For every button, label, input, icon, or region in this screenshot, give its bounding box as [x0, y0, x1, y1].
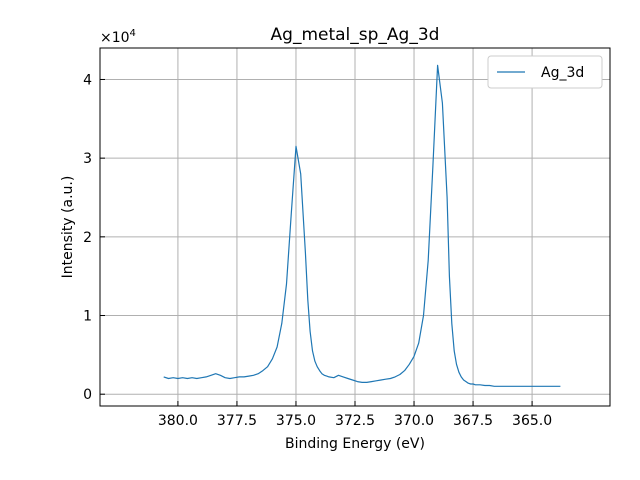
x-tick-label: 365.0 — [512, 413, 552, 429]
y-tick-label: 3 — [83, 151, 92, 167]
legend-label: Ag_3d — [541, 65, 584, 81]
y-tick-label: 0 — [83, 387, 92, 403]
x-axis-label: Binding Energy (eV) — [285, 436, 425, 452]
y-tick-label: 4 — [83, 72, 92, 88]
y-multiplier-base: ×10 — [100, 30, 130, 46]
x-tick-label: 377.5 — [217, 413, 257, 429]
y-axis-label: Intensity (a.u.) — [60, 176, 76, 279]
x-tick-label: 372.5 — [335, 413, 375, 429]
x-tick-labels: 380.0 377.5 375.0 372.5 370.0 367.5 365.0 — [158, 413, 552, 429]
grid — [100, 48, 610, 406]
x-tick-label: 375.0 — [276, 413, 316, 429]
legend: Ag_3d — [487, 55, 603, 89]
series-line-ag-3d — [163, 64, 561, 387]
legend-box — [487, 55, 603, 89]
y-multiplier: ×104 — [100, 28, 136, 46]
x-tick-label: 380.0 — [158, 413, 198, 429]
x-tick-label: 367.5 — [453, 413, 493, 429]
series-layer — [163, 64, 561, 387]
chart-title: Ag_metal_sp_Ag_3d — [271, 25, 440, 45]
ticks — [100, 78, 533, 406]
y-tick-labels: 0 1 2 3 4 — [83, 72, 92, 403]
x-tick-label: 370.0 — [394, 413, 434, 429]
y-tick-label: 2 — [83, 230, 92, 246]
y-tick-label: 1 — [83, 309, 92, 325]
y-multiplier-exponent: 4 — [130, 28, 136, 39]
